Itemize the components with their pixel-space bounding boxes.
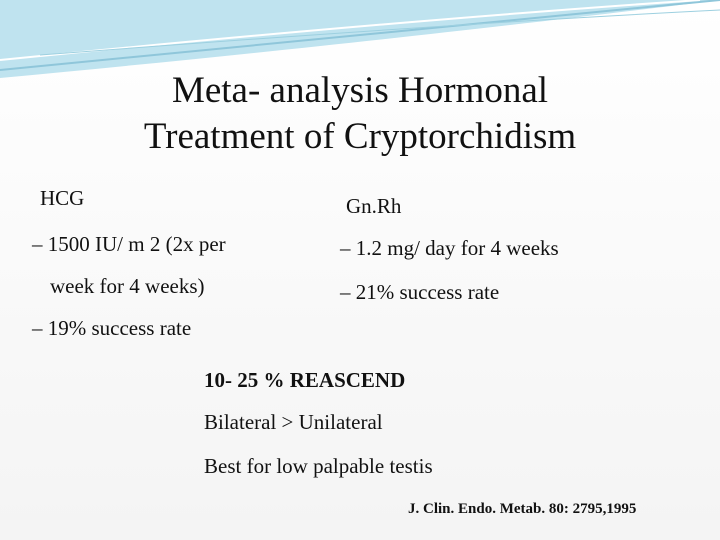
citation: J. Clin. Endo. Metab. 80: 2795,1995 bbox=[408, 501, 637, 517]
column-heading: Gn.Rh bbox=[346, 194, 402, 218]
note: Best for low palpable testis bbox=[204, 454, 433, 478]
column-heading: HCG bbox=[40, 186, 85, 210]
note: 10- 25 % REASCEND bbox=[204, 368, 406, 392]
header-decoration bbox=[0, 0, 720, 78]
list-item: – 19% success rate bbox=[32, 316, 192, 340]
title: Meta- analysis Hormonal Treatment of Cry… bbox=[0, 68, 720, 160]
list-item: – 21% success rate bbox=[340, 280, 500, 304]
list-item: – 1500 IU/ m 2 (2x per bbox=[32, 232, 226, 256]
list-item: – 1.2 mg/ day for 4 weeks bbox=[340, 236, 559, 260]
list-item: week for 4 weeks) bbox=[50, 274, 205, 298]
note: Bilateral > Unilateral bbox=[204, 410, 383, 434]
title-line: Treatment of Cryptorchidism bbox=[143, 116, 577, 157]
title-line: Meta- analysis Hormonal bbox=[171, 70, 549, 111]
